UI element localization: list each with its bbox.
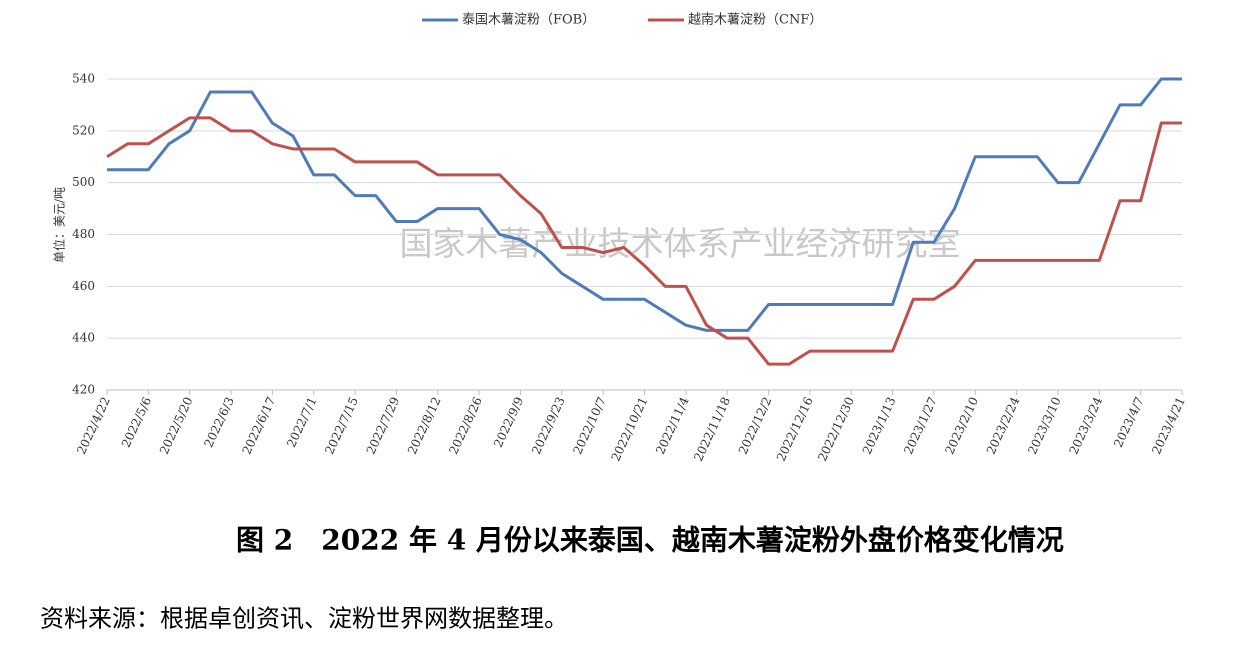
x-tick-label: 2022/10/21 xyxy=(608,395,650,464)
x-tick-label: 2023/4/21 xyxy=(1149,395,1188,457)
legend-label: 越南木薯淀粉（CNF） xyxy=(688,12,822,28)
series-line xyxy=(106,116,1182,366)
x-tick-label: 2022/5/6 xyxy=(119,395,154,450)
y-tick-label: 460 xyxy=(72,279,95,293)
x-tick-label: 2023/4/7 xyxy=(1111,395,1146,450)
legend-label: 泰国木薯淀粉（FOB） xyxy=(462,13,595,28)
x-tick-label: 2022/12/30 xyxy=(815,395,857,464)
y-tick-label: 500 xyxy=(72,175,95,189)
y-tick-label: 540 xyxy=(72,72,95,86)
x-tick-label: 2022/8/12 xyxy=(405,395,444,457)
x-tick-label: 2022/4/22 xyxy=(74,395,113,457)
y-axis-label: 单位：美元/吨 xyxy=(52,187,67,263)
y-tick-label: 520 xyxy=(72,123,95,137)
y-tick-label: 440 xyxy=(72,331,95,345)
x-tick-label: 2022/6/3 xyxy=(201,395,236,450)
x-tick-label: 2022/6/17 xyxy=(240,395,279,457)
x-tick-label: 2023/1/13 xyxy=(860,395,899,457)
x-tick-label: 2022/11/4 xyxy=(653,395,692,457)
x-tick-label: 2022/9/9 xyxy=(491,395,526,450)
x-tick-label: 2023/2/24 xyxy=(984,395,1023,457)
x-tick-label: 2022/7/29 xyxy=(364,395,403,457)
x-tick-label: 2022/7/1 xyxy=(284,395,319,450)
chart-title: 图 2 2022 年 4 月份以来泰国、越南木薯淀粉外盘价格变化情况 xyxy=(236,524,1064,557)
y-tick-label: 420 xyxy=(72,383,95,397)
x-tick-label: 2022/12/2 xyxy=(736,395,775,457)
x-tick-label: 2022/12/16 xyxy=(774,395,816,464)
x-tick-label: 2022/11/18 xyxy=(691,395,733,464)
watermark: 国家木薯产业技术体系产业经济研究室 xyxy=(400,224,961,263)
x-tick-label: 2023/3/10 xyxy=(1025,395,1064,457)
source: 资料来源：根据卓创资讯、淀粉世界网数据整理。 xyxy=(40,605,568,633)
series-line xyxy=(107,77,1182,332)
x-tick-label: 2022/5/20 xyxy=(157,395,196,457)
y-tick-label: 480 xyxy=(72,227,95,241)
x-tick-label: 2022/9/23 xyxy=(529,395,568,457)
x-tick-label: 2023/1/27 xyxy=(901,395,940,457)
x-tick-label: 2023/3/24 xyxy=(1067,395,1106,457)
x-tick-label: 2023/2/10 xyxy=(942,395,981,457)
x-tick-label: 2022/8/26 xyxy=(446,395,485,457)
x-tick-label: 2022/10/7 xyxy=(570,395,609,457)
x-tick-label: 2022/7/15 xyxy=(322,395,361,457)
